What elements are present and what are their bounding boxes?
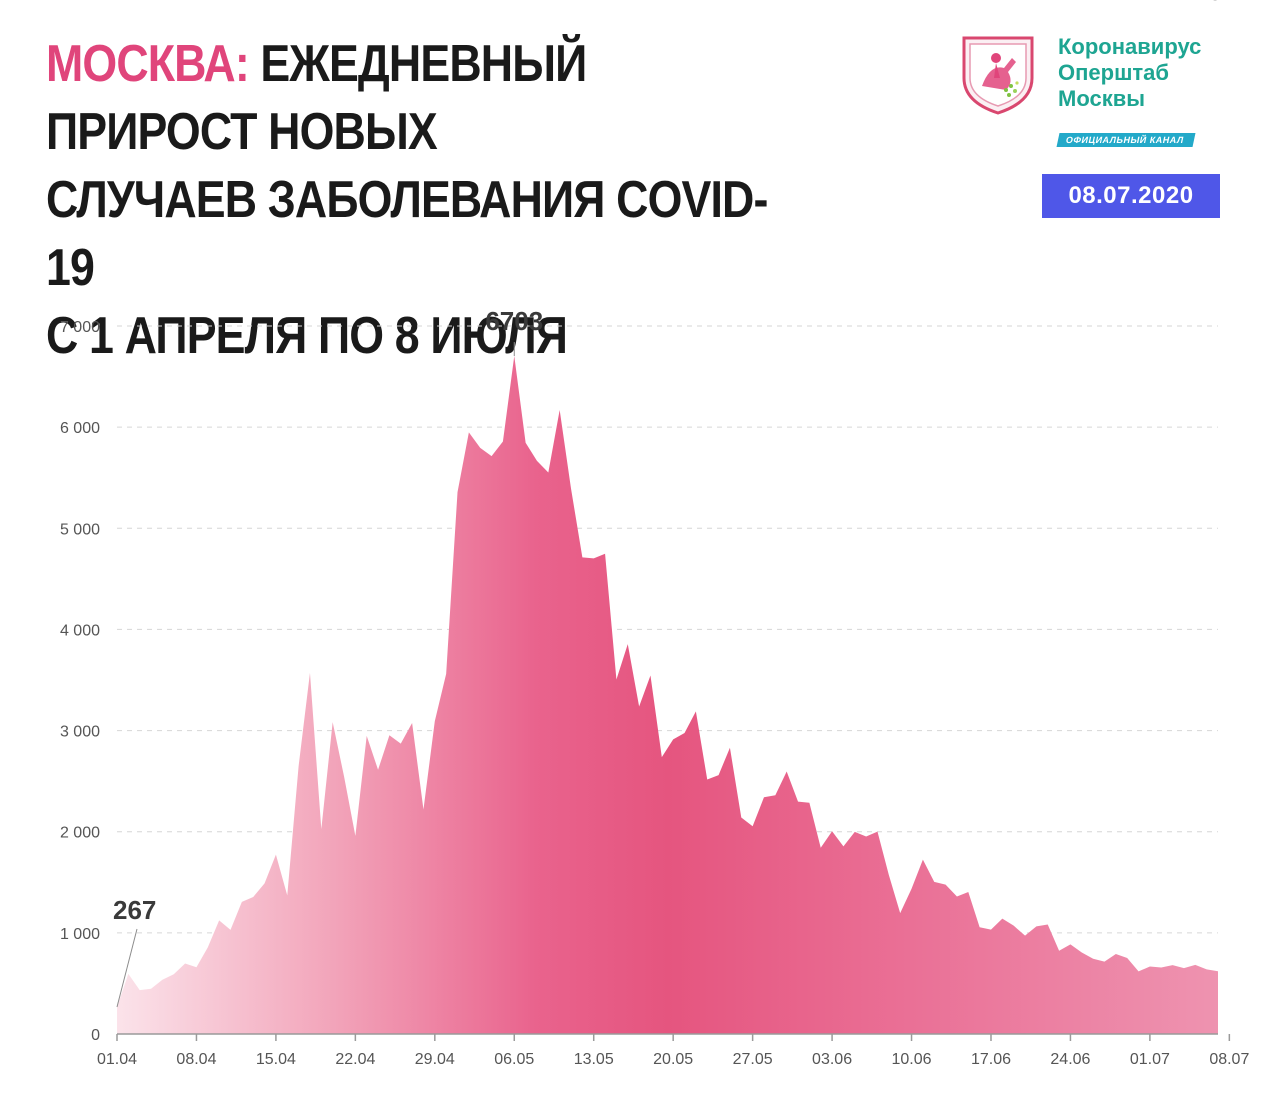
- axes: 01.04 08.04 15.04 22.04 29.04 06.05 13.05 20.05…: [97, 1033, 1249, 1068]
- x-tick-label: 01.07: [1130, 1051, 1170, 1068]
- y-tick-label: 4 000: [60, 622, 100, 639]
- annotation-label: 267: [113, 895, 156, 925]
- x-tick-label: 08.04: [176, 1051, 216, 1068]
- annotation-label: 621: [1208, 0, 1251, 6]
- y-tick-label: 0: [91, 1027, 100, 1044]
- title-city: МОСКВА:: [46, 35, 250, 93]
- annotation-label: 6703: [485, 306, 543, 336]
- x-tick-label: 08.07: [1209, 1051, 1249, 1068]
- x-tick-label: 03.06: [812, 1051, 852, 1068]
- x-tick-label: 15.04: [256, 1051, 296, 1068]
- y-tick-label: 5 000: [60, 521, 100, 538]
- x-tick-label: 27.05: [733, 1051, 773, 1068]
- org-line-3: Москвы: [1058, 86, 1146, 111]
- y-tick-label: 1 000: [60, 926, 100, 943]
- title-line-1-rest: ЕЖЕДНЕВНЫЙ ПРИРОСТ НОВЫХ: [46, 35, 587, 161]
- y-tick-label: 6 000: [60, 420, 100, 437]
- org-line-1: Коронавирус: [1058, 34, 1202, 59]
- x-tick-label: 10.06: [892, 1051, 932, 1068]
- title-line-1: МОСКВА: ЕЖЕДНЕВНЫЙ ПРИРОСТ НОВЫХ: [46, 30, 803, 166]
- x-tick-label: 01.04: [97, 1051, 137, 1068]
- x-tick-label: 24.06: [1050, 1051, 1090, 1068]
- title-line-3: С 1 АПРЕЛЯ ПО 8 ИЮЛЯ: [46, 307, 568, 365]
- daily-cases-area: [117, 356, 1218, 1034]
- x-tick-label: 20.05: [653, 1051, 693, 1068]
- x-tick-label: 22.04: [335, 1051, 375, 1068]
- x-tick-label: 13.05: [574, 1051, 614, 1068]
- x-tick-label: 06.05: [494, 1051, 534, 1068]
- y-tick-label: 3 000: [60, 724, 100, 741]
- title-line-2: СЛУЧАЕВ ЗАБОЛЕВАНИЯ COVID-19: [46, 171, 768, 297]
- y-tick-label: 2 000: [60, 825, 100, 842]
- annotations: 267 6703 621: [113, 0, 1251, 1008]
- x-tick-label: 29.04: [415, 1051, 455, 1068]
- x-tick-label: 17.06: [971, 1051, 1011, 1068]
- annotation-leader-line: [116, 928, 138, 1008]
- data-area-layer: [117, 356, 1218, 1034]
- moscow-coat-of-arms-logo: [962, 36, 1034, 115]
- organization-name: Коронавирус Оперштаб Москвы: [1058, 34, 1201, 112]
- report-date-badge: 08.07.2020: [1042, 174, 1220, 218]
- y-tick-label: 7 000: [60, 319, 100, 336]
- chart-title: МОСКВА: ЕЖЕДНЕВНЫЙ ПРИРОСТ НОВЫХ СЛУЧАЕВ…: [46, 30, 803, 370]
- org-line-2: Оперштаб: [1058, 60, 1170, 85]
